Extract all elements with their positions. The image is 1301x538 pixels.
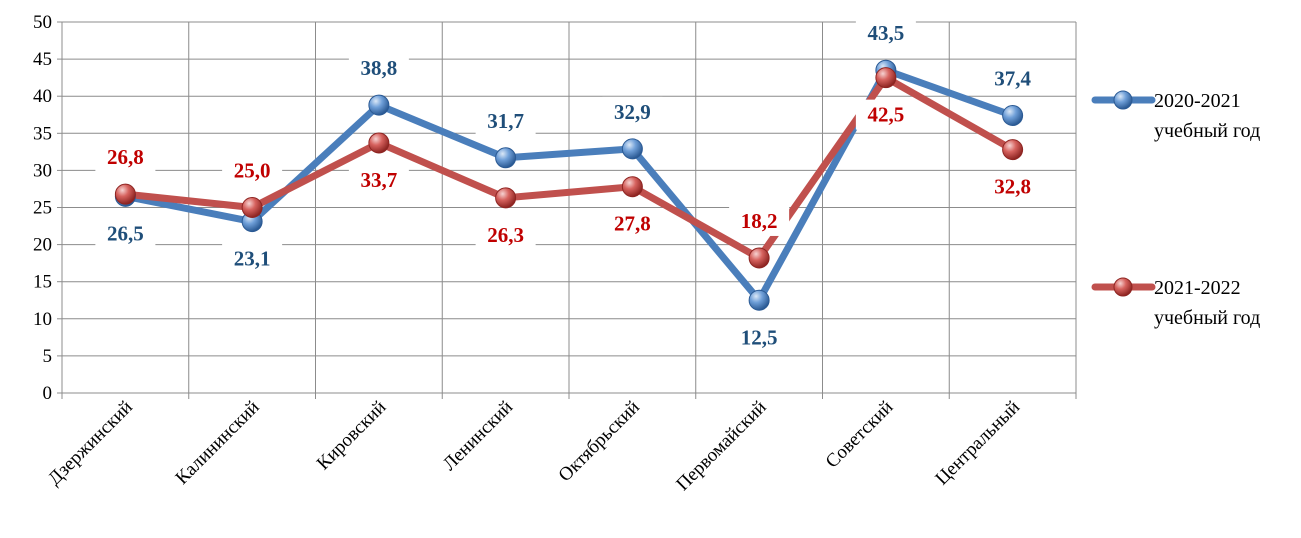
data-label-bg <box>348 164 409 195</box>
data-label-bg <box>222 243 283 274</box>
data-label-bg <box>95 218 156 249</box>
grid <box>61 21 1077 394</box>
data-label: 25,0 <box>234 159 271 183</box>
data-label: 26,5 <box>107 221 144 245</box>
legend-marker <box>1113 277 1133 297</box>
data-point <box>495 147 517 169</box>
data-label: 42,5 <box>868 103 905 127</box>
data-labels: 26,5 26,8 23,1 25,0 38,8 33,7 31,7 26,3 32,9 27,8… <box>95 18 1043 353</box>
x-category-label: Октябрьский <box>555 397 644 486</box>
y-tick-label: 40 <box>33 86 52 107</box>
x-category-label: Советский <box>822 397 898 473</box>
data-label: 32,8 <box>994 175 1031 199</box>
x-category-label: Кировский <box>313 397 391 475</box>
data-point <box>114 183 136 205</box>
data-label-bg <box>855 99 916 130</box>
data-label-bg <box>475 219 536 250</box>
y-tick-label: 35 <box>33 123 52 144</box>
data-label-bg <box>729 322 790 353</box>
data-label: 26,3 <box>487 223 524 247</box>
x-category-label: Калининский <box>172 397 264 489</box>
legend-marker <box>1113 90 1133 110</box>
legend-label-line1: 2021-2022 <box>1154 277 1241 299</box>
legend-label-line1: 2020-2021 <box>1154 90 1241 112</box>
data-point <box>368 132 390 154</box>
data-label: 26,8 <box>107 145 144 169</box>
data-label-bg <box>982 63 1043 94</box>
y-tick-label: 50 <box>33 12 52 33</box>
data-point <box>241 197 263 218</box>
data-label: 37,4 <box>994 66 1031 90</box>
x-category-label: Первомайский <box>672 397 770 495</box>
data-label-bg <box>348 53 409 84</box>
data-label: 23,1 <box>234 247 271 271</box>
y-tick-label: 15 <box>33 272 52 293</box>
data-label: 12,5 <box>741 325 778 349</box>
data-label: 33,7 <box>361 168 398 192</box>
y-tick-label: 30 <box>33 160 52 181</box>
data-point <box>621 176 643 198</box>
data-label-bg <box>222 155 283 186</box>
data-label: 27,8 <box>614 212 651 236</box>
data-point <box>875 67 897 89</box>
y-tick-label: 5 <box>43 346 53 367</box>
legend-label-line2: учебный год <box>1154 120 1260 142</box>
y-tick-label: 45 <box>33 49 52 70</box>
y-tick-label: 25 <box>33 198 52 219</box>
data-label: 32,9 <box>614 100 651 124</box>
data-label-bg <box>855 18 916 49</box>
data-label-bg <box>95 142 156 173</box>
data-point <box>1002 139 1024 161</box>
data-label-bg <box>982 171 1043 202</box>
data-label-bg <box>602 208 663 239</box>
data-label: 18,2 <box>741 209 778 233</box>
data-label-bg <box>602 96 663 127</box>
data-label-bg <box>729 205 790 236</box>
data-point <box>621 138 643 160</box>
data-point <box>368 94 390 116</box>
x-category-label: Ленинский <box>439 397 517 475</box>
x-category-label: Центральный <box>931 397 1024 490</box>
y-tick-label: 10 <box>33 309 52 330</box>
data-label-bg <box>475 105 536 136</box>
data-point <box>1002 104 1024 126</box>
data-label: 38,8 <box>361 56 398 80</box>
legend-label-line2: учебный год <box>1154 307 1260 329</box>
legend: 2020-2021 учебный год 2021-2022 учебный год <box>1091 90 1260 329</box>
data-label: 31,7 <box>487 109 524 133</box>
data-point <box>748 289 770 311</box>
y-tick-label: 0 <box>43 383 53 404</box>
y-tick-label: 20 <box>33 235 52 256</box>
data-label: 43,5 <box>868 21 905 45</box>
data-point <box>495 187 517 209</box>
data-point <box>748 247 770 269</box>
x-category-label: Дзержинский <box>44 397 137 490</box>
